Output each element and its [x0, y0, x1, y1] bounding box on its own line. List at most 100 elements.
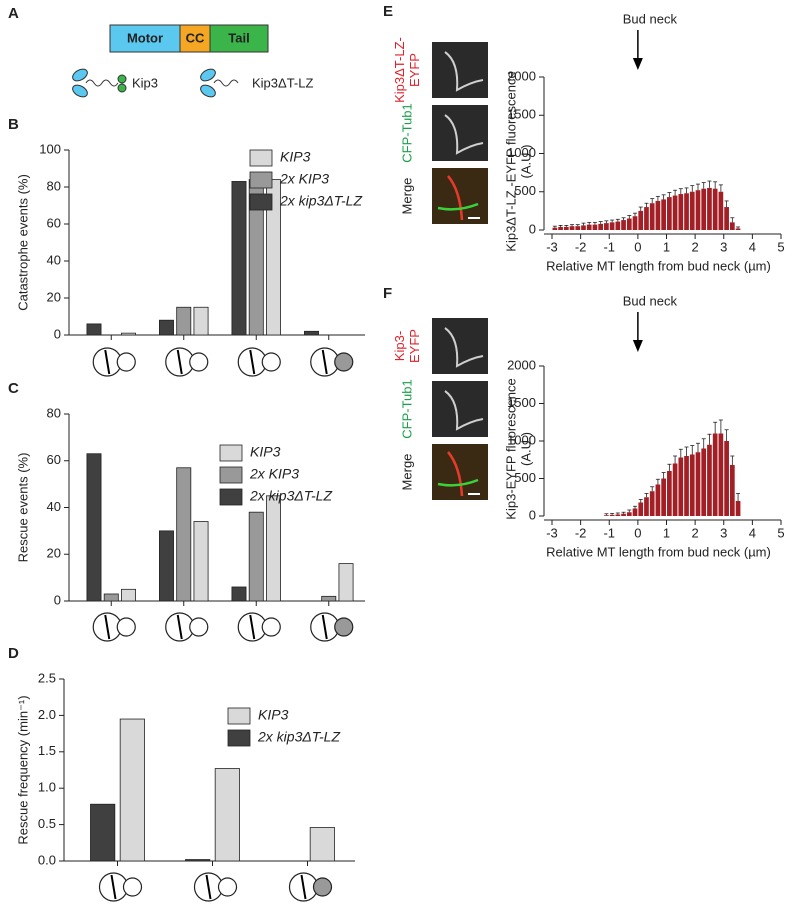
y-tick-label: 60 [47, 215, 61, 230]
bar [592, 224, 598, 230]
bar [701, 448, 707, 516]
y-tick-label: 0 [529, 507, 536, 522]
bar [598, 223, 604, 230]
bar [712, 188, 718, 230]
y-tick-label: 0 [54, 592, 61, 607]
cell-spindle [321, 349, 328, 375]
bar [248, 511, 264, 602]
domain-label: Motor [127, 30, 163, 45]
bar [678, 194, 684, 230]
x-tick-label: 5 [777, 525, 784, 540]
bar [695, 190, 701, 230]
cell-icon [189, 352, 209, 372]
cell-icon [261, 352, 281, 372]
y-axis-label: (A.U.) [518, 145, 533, 179]
domain-box [209, 24, 269, 53]
annotation-arrowhead [632, 58, 643, 70]
x-tick-label: -3 [546, 525, 558, 540]
bar [176, 306, 192, 336]
cell-icon [312, 877, 333, 897]
micrograph-label: Merge [399, 178, 414, 215]
bar [735, 501, 741, 516]
panel-letter: B [8, 116, 19, 133]
legend-label: 2x kip3ΔT-LZ [257, 729, 340, 745]
bar [193, 306, 209, 336]
annotation-arrowhead [632, 340, 643, 352]
micrograph-label: Merge [399, 454, 414, 491]
x-tick-label: 2 [692, 525, 699, 540]
bar [626, 218, 632, 230]
construct-icons [72, 68, 239, 98]
bar [586, 224, 592, 230]
x-tick-label: 4 [749, 525, 756, 540]
x-tick-label: 0 [634, 525, 641, 540]
bar [86, 453, 102, 602]
bar [558, 226, 563, 230]
cell-spindle [176, 614, 183, 640]
cell-spindle [104, 349, 111, 375]
bar [609, 222, 615, 230]
bar [266, 495, 281, 602]
y-tick-label: 2.5 [38, 670, 56, 685]
cell-spindle [205, 874, 212, 900]
cell-spindle [249, 349, 256, 375]
annotation: Bud neck [623, 11, 678, 26]
y-tick-label: 40 [47, 499, 61, 514]
cell-spindle [300, 874, 307, 900]
bar [695, 452, 701, 516]
legend-label: 2x kip3ΔT-LZ [249, 488, 332, 504]
domain-box [179, 24, 211, 53]
bar [735, 228, 741, 230]
cell-spindle [249, 614, 256, 640]
bar [672, 463, 678, 516]
legend-swatch [227, 729, 251, 747]
y-tick-label: 80 [47, 178, 61, 193]
x-axis-label: Relative MT length from bud neck (µm) [546, 544, 771, 559]
x-tick-label: -3 [546, 239, 558, 254]
x-tick-label: -2 [575, 239, 587, 254]
bar [729, 465, 735, 516]
y-tick-label: 100 [39, 141, 61, 156]
x-tick-label: 1 [663, 239, 670, 254]
bar [581, 225, 586, 230]
bar [552, 227, 558, 230]
bar [644, 497, 649, 516]
bar [724, 441, 729, 516]
bar [621, 513, 626, 516]
x-tick-label: -1 [603, 239, 615, 254]
micrograph-signal [437, 478, 479, 487]
bar [176, 467, 192, 602]
y-tick-label: 500 [514, 183, 536, 198]
micrograph [432, 105, 488, 161]
micrograph-label: EYFP [407, 53, 422, 87]
bar [729, 222, 735, 230]
bar [103, 593, 119, 602]
cell-icon [217, 877, 238, 897]
bar [718, 191, 724, 230]
cell-icon [334, 352, 354, 372]
y-tick-label: 500 [514, 470, 536, 485]
bar [609, 514, 615, 516]
y-tick-label: 1000 [507, 145, 536, 160]
micrograph-signal [444, 390, 484, 431]
bar [638, 502, 644, 516]
panel-letter: D [8, 645, 19, 662]
bar [661, 478, 666, 516]
micrograph-signal [437, 202, 479, 211]
y-axis-label: Rescue events (%) [15, 453, 30, 563]
y-axis-label: Kip3-EYFP fluorescence [503, 378, 518, 519]
y-axis-label: (A.U.) [518, 432, 533, 466]
bar [626, 512, 632, 516]
micrograph-label: Kip3ΔT-LZ- [392, 37, 407, 103]
x-tick-label: 3 [720, 239, 727, 254]
bar [86, 323, 102, 336]
bar [304, 330, 319, 336]
bar [159, 530, 174, 602]
legend-swatch [249, 149, 273, 167]
bar [632, 508, 638, 516]
micrograph-label: Kip3- [392, 331, 407, 361]
panel-letter: F [383, 285, 392, 302]
bar [615, 514, 621, 516]
